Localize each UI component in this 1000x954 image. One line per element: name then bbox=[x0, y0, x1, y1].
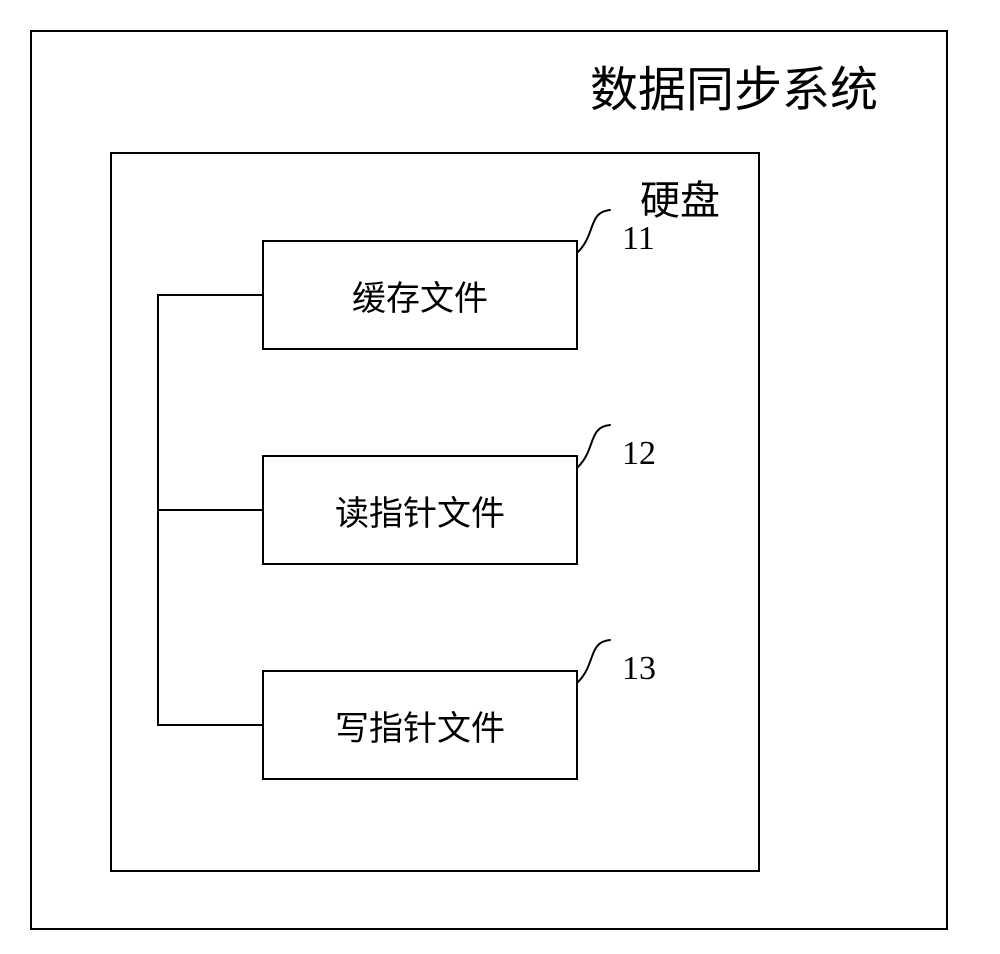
file-box-label: 写指针文件 bbox=[335, 701, 505, 750]
file-box-write-pointer: 写指针文件 bbox=[262, 670, 578, 780]
file-box-cache-file: 缓存文件 bbox=[262, 240, 578, 350]
file-box-label: 读指针文件 bbox=[335, 486, 505, 535]
file-box-label: 缓存文件 bbox=[352, 271, 488, 320]
diagram-viewport: 数据同步系统 硬盘 缓存文件 11 读指针文件 12 写指针文件 13 bbox=[0, 0, 1000, 954]
reference-number: 13 bbox=[622, 650, 656, 688]
reference-number: 11 bbox=[622, 220, 655, 258]
reference-number: 12 bbox=[622, 435, 656, 473]
file-box-read-pointer: 读指针文件 bbox=[262, 455, 578, 565]
disk-label: 硬盘 bbox=[640, 168, 720, 226]
diagram-title: 数据同步系统 bbox=[590, 50, 878, 120]
